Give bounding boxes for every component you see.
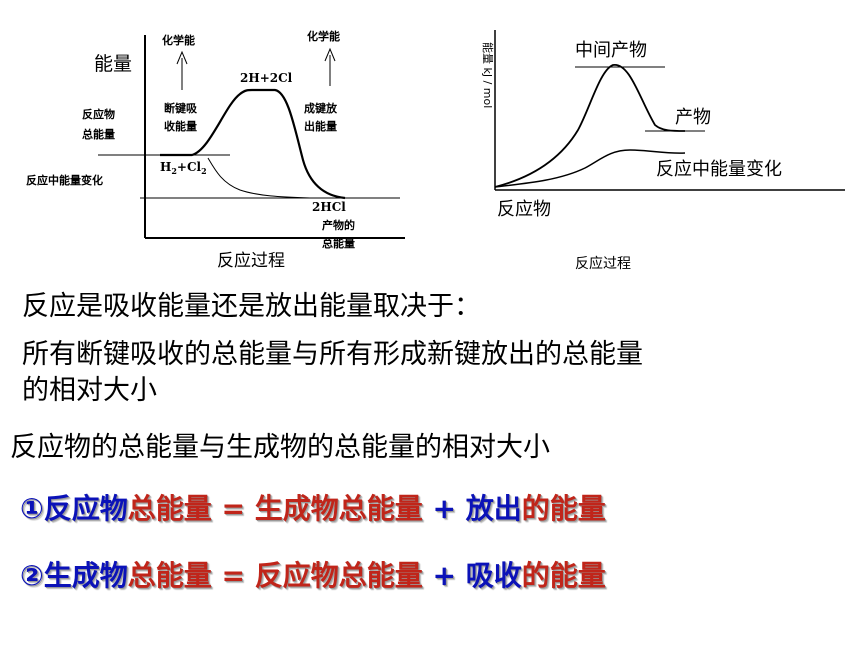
chem-energy-left-label: 化学能	[162, 33, 195, 47]
right-energy-diagram: 能量 kJ / mol 中间产物 产物 反应中能量变化 反应物 反应过程	[481, 30, 845, 272]
left-up-arrow-head	[176, 50, 188, 65]
right-y-axis-label: 能量 kJ / mol	[481, 42, 495, 108]
right-x-axis-label: 反应过程	[575, 255, 631, 272]
text-line-2a: 所有断键吸收的总能量与所有形成新键放出的总能量	[22, 339, 643, 370]
eq2-number: ②	[20, 559, 44, 592]
direct-curve	[207, 157, 311, 199]
eq1-reactant: 反应物	[43, 492, 128, 525]
eq1-release: 放出	[465, 492, 522, 525]
eq2-plus: +	[422, 559, 466, 592]
text-line-1: 反应是吸收能量还是放出能量取决于：	[22, 291, 481, 322]
left-x-axis-label: 反应过程	[217, 251, 285, 271]
eq2-absorb: 吸收	[465, 559, 522, 592]
product-total-label-1: 产物的	[322, 218, 355, 232]
eq2-reactant-total: 反应物总能量	[254, 559, 423, 592]
eq2-product: 生成物	[43, 559, 128, 592]
reactant-total-label-1: 反应物	[82, 107, 115, 121]
equation-2: ②生成物总能量 = 反应物总能量 + 吸收的能量	[20, 554, 606, 594]
eq1-number: ①	[20, 492, 44, 525]
bond-break-label-1: 断键吸	[164, 101, 198, 115]
chem-energy-right-label: 化学能	[307, 29, 340, 43]
energy-change-curve	[494, 149, 686, 188]
bond-form-label-1: 成键放	[304, 101, 338, 115]
text-line-2: 所有断键吸收的总能量与所有形成新键放出的总能量 的相对大小	[22, 337, 643, 409]
text-line-3: 反应物的总能量与生成物的总能量的相对大小	[10, 432, 550, 463]
right-product-label: 产物	[675, 107, 711, 128]
right-reactant-label: 反应物	[497, 199, 551, 220]
energy-curve	[494, 64, 686, 188]
product-total-label-2: 总能量	[322, 236, 355, 250]
reactant-total-label-2: 总能量	[82, 127, 115, 141]
product-formula: 2HCl	[312, 200, 346, 214]
reaction-energy-change-label: 反应中能量变化	[26, 173, 103, 187]
eq2-energy: 的能量	[521, 559, 606, 592]
eq2-equals: =	[211, 559, 255, 592]
bond-form-label-2: 出能量	[304, 119, 337, 133]
right-up-arrow-head	[324, 47, 336, 62]
eq1-plus: +	[422, 492, 466, 525]
energy-change-label: 反应中能量变化	[656, 159, 782, 180]
eq1-total-energy: 总能量	[127, 492, 212, 525]
intermediate-label: 中间产物	[575, 40, 647, 61]
peak-label: 2H+2Cl	[240, 71, 293, 85]
eq1-equals: =	[211, 492, 255, 525]
bond-break-label-2: 收能量	[164, 119, 197, 133]
eq1-energy: 的能量	[521, 492, 606, 525]
reactant-formula: H2+Cl2	[160, 160, 207, 176]
eq2-total-energy: 总能量	[127, 559, 212, 592]
left-y-axis-label: 能量	[94, 53, 132, 75]
eq1-product-total: 生成物总能量	[254, 492, 423, 525]
left-energy-diagram: 能量 反应过程 化学能 化学能 2H+2Cl 反应物 总能量 断键吸 收能量 成…	[26, 29, 405, 271]
intermediate-curve	[160, 88, 346, 200]
text-line-2b: 的相对大小	[22, 375, 157, 406]
equation-1: ①反应物总能量 = 生成物总能量 + 放出的能量	[20, 487, 606, 527]
